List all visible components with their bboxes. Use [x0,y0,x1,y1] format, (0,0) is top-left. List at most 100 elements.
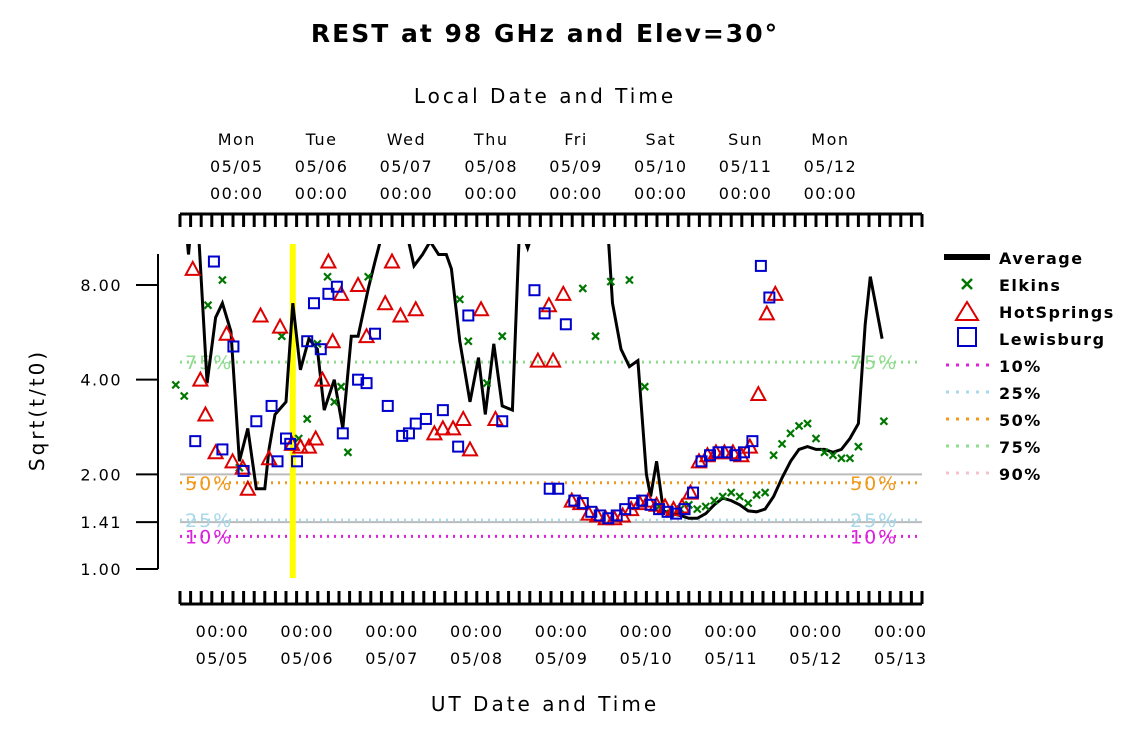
elkins-point [591,331,600,341]
hotsprings-point [444,419,462,436]
top-tick-date: 05/11 [719,157,773,176]
lewisburg-point [396,429,409,442]
elkins-point [718,492,727,501]
y-tick-label: 8.00 [80,276,122,295]
lewisburg-point [265,399,278,412]
lewisburg-point [576,497,589,510]
average-line [524,244,531,253]
lewisburg-point [207,255,220,268]
lewisburg-point [568,494,581,507]
elkins-point [640,382,649,391]
lewisburg-point [462,309,475,322]
lewisburg-point [250,415,263,428]
axes: 1.00 1.41 2.00 4.00 8.00 00:00 05/05 00:00 05/06… [80,130,928,668]
plot-area [171,244,889,526]
elkins-point [709,496,719,505]
lewisburg-point [237,464,250,477]
plot-clipped [171,244,889,526]
elkins-point [879,416,889,426]
bottom-tick-time: 00:00 [620,622,674,641]
lewisburg-point [291,455,304,468]
top-tick-time: 00:00 [380,184,434,203]
lewisburg-point [402,427,415,440]
elkins-point [277,331,287,341]
hotsprings-point [758,304,776,321]
top-tick-day: Sat [645,130,676,149]
hotsprings-point [580,504,598,521]
percentile-label-right: 50% [850,473,898,495]
elkins-point [752,490,761,500]
hotsprings-point [319,252,338,269]
lewisburg-point [610,509,623,522]
hotsprings-point [425,424,444,441]
hotsprings-point [357,327,376,344]
hotsprings-point [223,452,242,469]
bottom-tick-date: 05/08 [450,649,504,668]
bottom-tick-date: 05/05 [196,649,250,668]
elkins-point [171,380,181,390]
lewisburg-point [436,404,449,417]
percentile-label-left: 10% [185,526,233,548]
legend-triangle-swatch [954,300,980,321]
elkins-point [701,502,711,511]
hotsprings-point [486,409,505,426]
hotsprings-point [391,306,410,323]
hotsprings-point [544,351,562,368]
lewisburg-point [661,505,674,518]
bottom-tick-date: 05/09 [535,649,589,668]
y-axis-title: Sqrt(t/t0) [25,349,49,471]
lewisburg-point [330,280,343,293]
elkins-point [811,434,821,443]
legend: Average Elkins HotSprings Lewisburg 10% 25% 50… [944,249,1113,484]
hotsprings-point [206,443,225,460]
top-tick-day: Mon [218,130,256,149]
hotsprings-point [383,252,401,269]
elkins-point [760,488,770,497]
lewisburg-point [419,412,432,425]
elkins-point [323,272,332,281]
percentile-label-left: 50% [185,473,233,495]
elkins-point [743,498,753,508]
percentile-lines: 10% 10%25% 25%50% 50%75% 75% [180,352,922,548]
bottom-tick-time: 00:00 [874,622,928,641]
hotsprings-point [554,284,572,301]
elkins-point [455,295,465,304]
elkins-point [726,488,736,497]
top-tick-day: Mon [811,130,849,149]
percentile-label-left: 25% [185,510,233,532]
hotsprings-point [454,409,472,426]
lewisburg-point [602,512,615,525]
elkins-point [497,331,507,341]
hotsprings-point [434,419,452,436]
elkins-point [330,397,339,407]
top-tick-time: 00:00 [549,184,603,203]
lewisburg-point [381,399,394,412]
bottom-tick-time: 00:00 [704,622,758,641]
elkins-point [343,448,353,457]
chart-title: REST at 98 GHz and Elev=30° [311,19,779,48]
hotsprings-point [217,324,236,341]
lewisburg-point [593,509,606,522]
top-tick-day: Tue [305,130,338,149]
lewisburg-point [627,497,640,510]
lewisburg-point [538,307,551,320]
top-tick-time: 00:00 [634,184,688,203]
top-tick-time: 00:00 [804,184,858,203]
top-tick-date: 05/10 [634,157,688,176]
lewisburg-point [712,446,725,459]
hotsprings-point [529,351,547,368]
hotsprings-point [323,332,342,349]
lewisburg-point [585,505,598,518]
lewisburg-point [619,503,632,516]
lewisburg-point [284,437,297,450]
bottom-tick-date: 05/10 [620,649,674,668]
lewisburg-point [695,455,708,468]
elkins-point [854,442,863,451]
elkins-point [578,284,588,293]
top-tick-date: 05/08 [464,157,518,176]
top-tick-date: 05/07 [380,157,434,176]
top-tick-day: Thu [473,130,509,149]
top-tick-day: Wed [387,130,426,149]
hotsprings-point [349,275,367,292]
lewisburg-point [352,373,365,386]
